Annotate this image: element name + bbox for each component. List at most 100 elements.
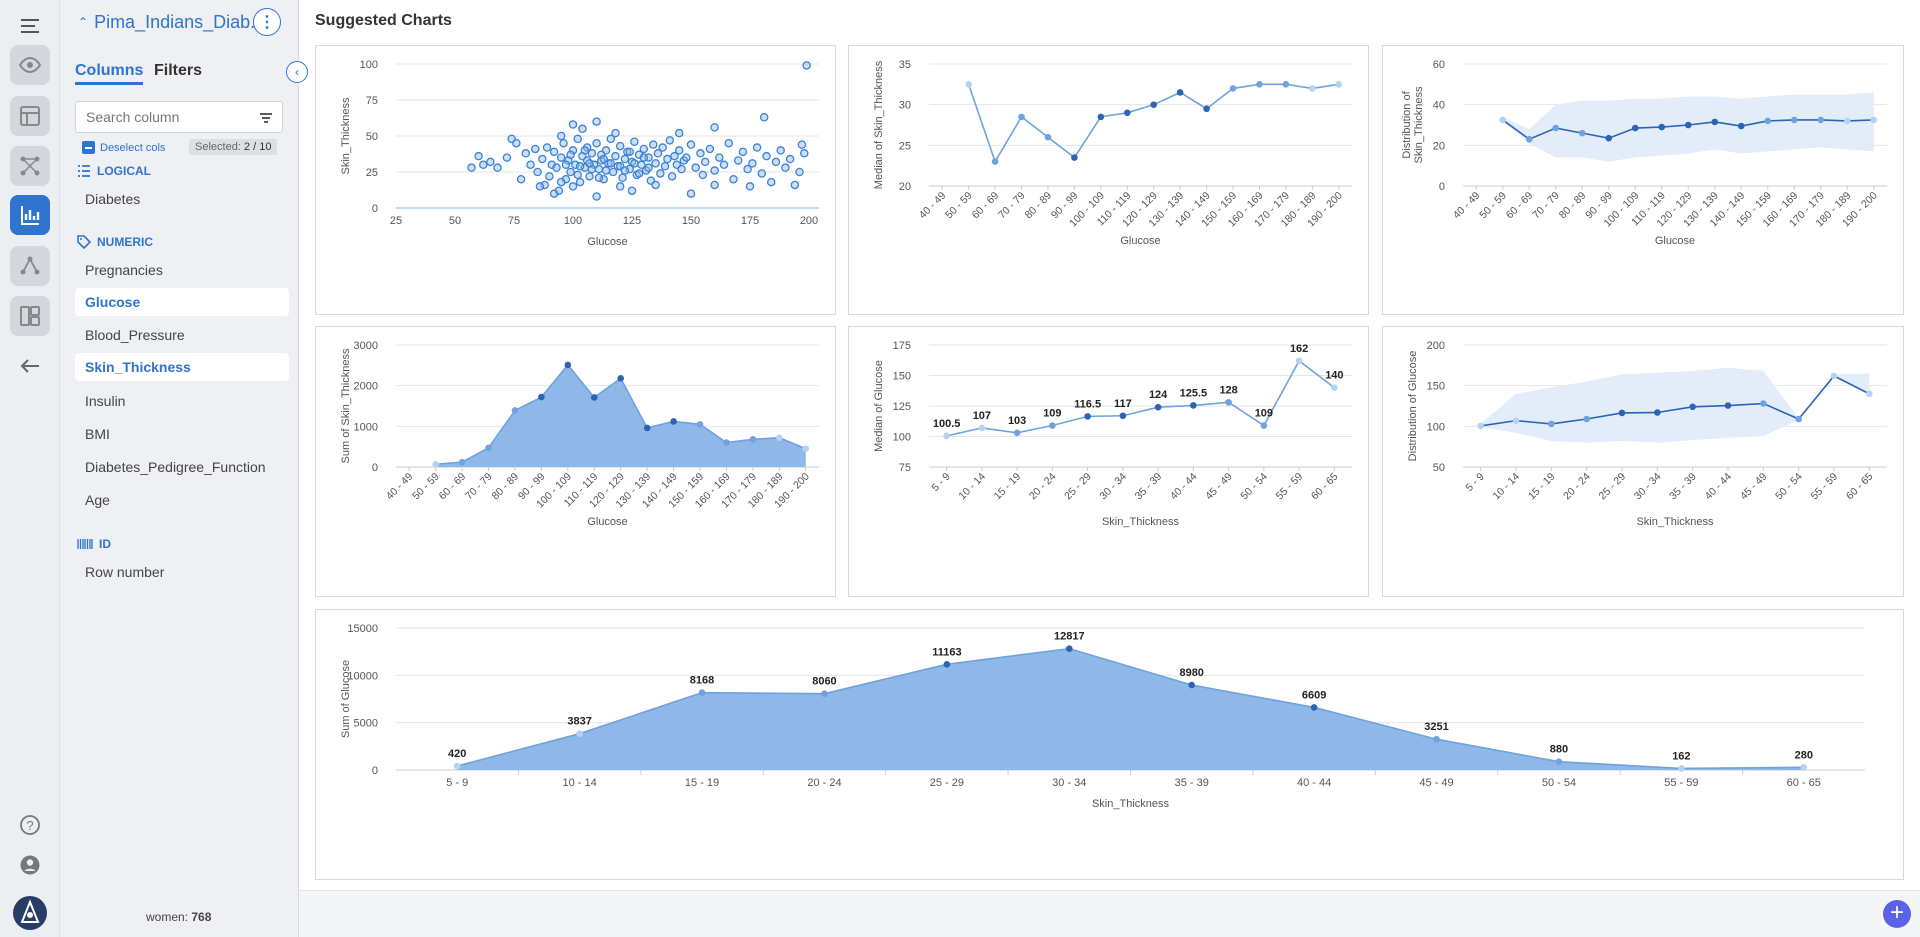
x-tick-label: 45 - 49: [1738, 471, 1770, 503]
scatter-point: [674, 128, 684, 138]
data-point: [1229, 85, 1237, 92]
y-tick-label: 0: [1439, 181, 1445, 193]
chart-sum-glucose-area: 0 5000 10000 15000 Sum of Glucose 5 - 9 10 - 1…: [340, 623, 1865, 810]
back-arrow-icon[interactable]: [10, 346, 50, 386]
area-fill: [435, 364, 806, 467]
user-account-icon[interactable]: [10, 845, 50, 885]
y-tick-label: 40: [1433, 100, 1445, 112]
x-tick-label: 40 - 49: [917, 190, 949, 222]
y-tick-label: 15000: [347, 623, 378, 635]
scatter-point: [549, 189, 559, 198]
x-axis-label: Glucose: [1120, 235, 1160, 247]
x-axis-label: Glucose: [587, 236, 627, 248]
data-point: [1711, 118, 1719, 126]
add-chart-button[interactable]: +: [1883, 900, 1911, 928]
y-tick-label: 60: [1433, 59, 1445, 71]
chart-glucose-vs-skin-thickness-scatter: 0 25 50 75 100 Skin_Thickness 25 50 75 100 125 150 1…: [340, 59, 819, 248]
column-item-glucose[interactable]: Glucose: [75, 288, 289, 316]
collapse-panel-icon[interactable]: ‹: [286, 61, 308, 83]
scatter-point: [467, 163, 476, 172]
data-point: [1552, 124, 1560, 132]
deselect-cols-button[interactable]: Deselect cols: [82, 141, 165, 154]
scatter-point: [759, 113, 769, 122]
y-axis-label: Sum of Glucose: [340, 660, 352, 738]
scatter-point: [627, 186, 637, 195]
group-header-numeric: NUMERIC: [77, 235, 153, 249]
data-point: [538, 393, 545, 401]
menu-icon[interactable]: [10, 6, 50, 46]
chart-card-1[interactable]: 0 25 50 75 100 Skin_Thickness 25 50 75 100 125 150 1…: [315, 45, 836, 315]
help-icon[interactable]: ?: [10, 805, 50, 845]
scatter-point: [573, 134, 582, 144]
data-point: [1678, 765, 1685, 772]
data-point: [1684, 121, 1692, 129]
scatter-point: [745, 182, 755, 191]
column-item-insulin[interactable]: Insulin: [85, 393, 126, 409]
scatter-point: [663, 154, 672, 164]
column-item-age[interactable]: Age: [85, 492, 110, 508]
logical-type-icon: [78, 165, 90, 177]
dataset-selector[interactable]: ⌃ Pima_Indians_Diab...: [78, 10, 278, 34]
scatter-point: [512, 138, 521, 148]
scatter-point: [691, 163, 700, 172]
bar-chart-icon[interactable]: [10, 195, 50, 235]
x-tick-label: 5 - 9: [929, 471, 952, 494]
scatter-point: [530, 144, 540, 154]
column-item-blood-pressure[interactable]: Blood_Pressure: [85, 327, 185, 343]
tab-filters[interactable]: Filters: [154, 62, 203, 79]
scatter-point: [700, 157, 710, 167]
scatter-point: [615, 141, 625, 151]
scatter-point: [634, 169, 644, 178]
table-layout-icon[interactable]: [10, 96, 50, 136]
chart-card-4[interactable]: 0 1000 2000 3000 Sum of Skin_Thickness 40 - 4…: [315, 326, 836, 597]
data-point: [1737, 122, 1745, 130]
data-point: [1150, 101, 1158, 108]
column-item-diabetes-pedigree-function[interactable]: Diabetes_Pedigree_Function: [85, 459, 266, 475]
scatter-point: [611, 151, 620, 161]
eye-icon[interactable]: [10, 45, 50, 85]
data-point: [1555, 758, 1563, 765]
x-axis-label: Skin_Thickness: [1092, 798, 1170, 810]
y-tick-label: 75: [366, 95, 378, 107]
search-column-input[interactable]: [86, 109, 246, 125]
dataset-menu-icon[interactable]: ⋮: [253, 8, 281, 36]
data-point: [1795, 415, 1802, 423]
scatter-point: [644, 163, 653, 172]
chart-card-7[interactable]: 0 5000 10000 15000 Sum of Glucose 5 - 9 10 - 1…: [315, 609, 1904, 880]
column-item-skin-thickness[interactable]: Skin_Thickness: [75, 353, 289, 381]
data-point: [485, 444, 492, 452]
x-tick-label: 70 - 79: [463, 471, 495, 503]
scatter-point: [585, 159, 594, 168]
x-tick-label: 20 - 24: [1027, 471, 1059, 503]
tab-columns[interactable]: Columns: [75, 62, 144, 85]
scatter-point: [592, 117, 601, 126]
data-label: 6609: [1302, 689, 1326, 701]
x-tick-label: 60 - 69: [970, 190, 1002, 222]
network-icon[interactable]: [10, 246, 50, 286]
app-logo[interactable]: [10, 893, 50, 933]
series-line: [967, 83, 1339, 164]
scatter-point: [658, 143, 667, 152]
data-label: 880: [1550, 744, 1568, 756]
x-tick-label: 60 - 69: [437, 471, 469, 503]
scatter-point: [561, 160, 571, 170]
graph-nodes-icon[interactable]: [10, 146, 50, 186]
column-item-pregnancies[interactable]: Pregnancies: [85, 262, 163, 278]
y-tick-label: 0: [372, 203, 378, 215]
data-point: [1071, 154, 1078, 161]
data-point: [453, 762, 461, 770]
column-item-diabetes[interactable]: Diabetes: [85, 191, 141, 207]
column-item-bmi[interactable]: BMI: [85, 426, 110, 442]
filter-icon[interactable]: [258, 110, 274, 126]
chart-card-3[interactable]: 0 20 40 60 Distribution of Skin_Thickness 40 -…: [1382, 45, 1904, 315]
scatter-point: [599, 174, 608, 184]
x-tick-label: 55 - 59: [1274, 471, 1306, 503]
data-label: 8168: [690, 675, 714, 687]
chart-card-5[interactable]: 75 100 125 150 175 Median of Glucose 5 - 9 10 -…: [848, 326, 1369, 597]
column-item-row-number[interactable]: Row number: [85, 564, 165, 580]
chart-card-2[interactable]: 20 25 30 35 Median of Skin_Thickness 40 - 49 5…: [848, 45, 1369, 315]
scatter-point: [526, 160, 535, 170]
y-tick-label: 2000: [354, 381, 378, 393]
dashboard-icon[interactable]: [10, 296, 50, 336]
